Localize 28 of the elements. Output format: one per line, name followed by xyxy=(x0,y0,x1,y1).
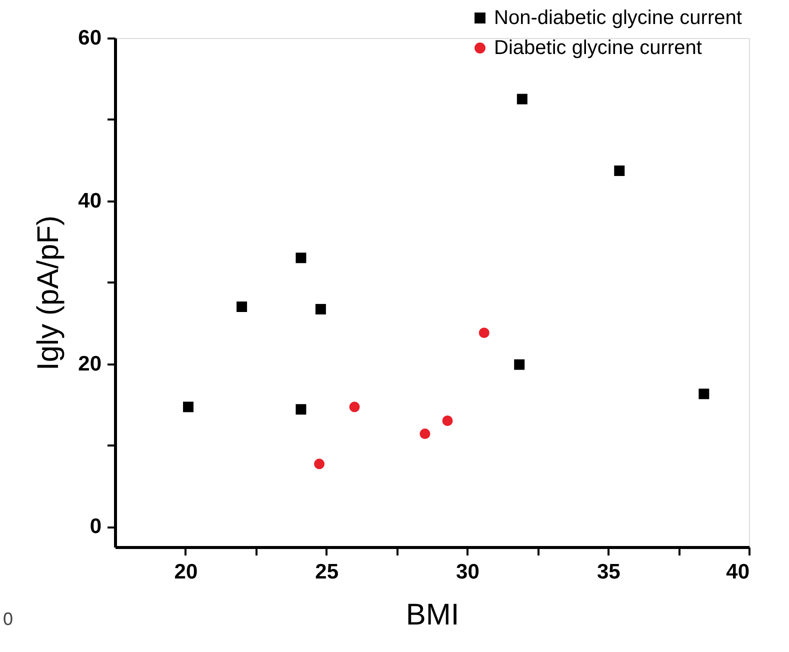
point xyxy=(315,304,326,314)
point xyxy=(349,402,360,412)
point xyxy=(296,252,306,264)
point xyxy=(236,302,248,312)
point xyxy=(698,388,710,400)
point xyxy=(314,458,325,470)
text: 0 xyxy=(3,609,14,629)
point xyxy=(183,402,194,412)
legend-label: Non-diabetic glycine current xyxy=(494,7,742,29)
x-tick-label: 35 xyxy=(596,560,621,584)
x-axis-title: BMI xyxy=(406,598,460,632)
y-tick-label: 60 xyxy=(78,26,102,50)
point xyxy=(614,166,625,176)
legend-label: Diabetic glycine current xyxy=(494,37,702,59)
point xyxy=(516,94,528,104)
point xyxy=(420,428,430,440)
y-tick-label: 40 xyxy=(78,189,102,212)
x-tick-label: 30 xyxy=(456,560,480,584)
y-tick-label: 20 xyxy=(78,352,102,376)
x-tick-label: 40 xyxy=(726,560,750,584)
y-tick-label: 0 xyxy=(90,515,102,538)
point xyxy=(296,404,306,415)
x-tick-label: 20 xyxy=(174,560,198,584)
y-axis-title: Igly (pA/pF) xyxy=(32,215,66,371)
x-tick-label: 25 xyxy=(315,560,339,584)
point xyxy=(514,359,525,370)
point xyxy=(442,416,453,426)
point xyxy=(478,328,490,338)
